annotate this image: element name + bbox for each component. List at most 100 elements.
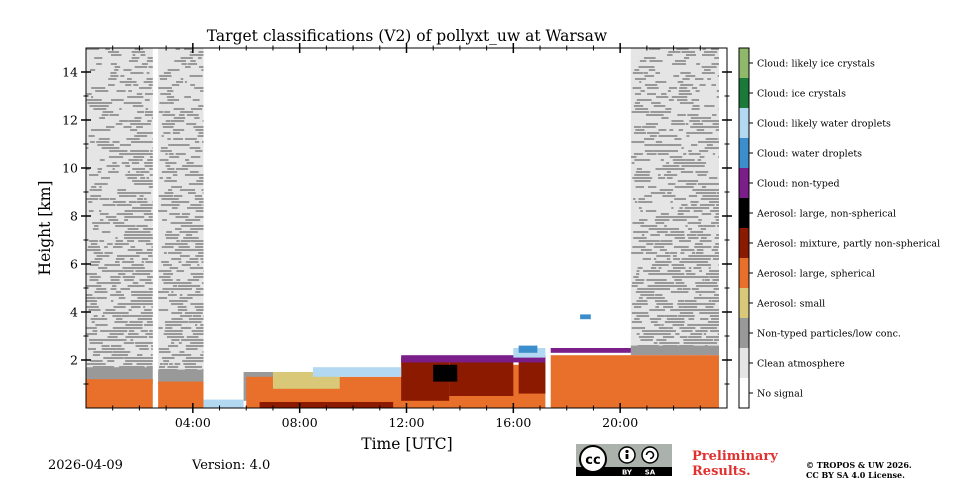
- speckle-0: [145, 261, 153, 263]
- speckle-0: [101, 270, 116, 272]
- speckle-2: [691, 87, 698, 89]
- speckle-0: [112, 168, 115, 170]
- speckle-1: [171, 342, 175, 344]
- speckle-2: [697, 174, 707, 176]
- speckle-2: [672, 342, 680, 344]
- speckle-2: [637, 267, 642, 269]
- speckle-0: [107, 366, 114, 368]
- speckle-0: [90, 243, 98, 245]
- speckle-1: [188, 321, 202, 323]
- speckle-1: [159, 363, 163, 365]
- speckle-0: [110, 54, 122, 56]
- speckle-1: [167, 168, 175, 170]
- speckle-1: [163, 348, 167, 350]
- speckle-1: [174, 354, 187, 356]
- speckle-1: [164, 111, 171, 113]
- speckle-0: [147, 276, 153, 278]
- speckle-1: [167, 345, 174, 347]
- speckle-2: [678, 240, 691, 242]
- speckle-2: [701, 186, 707, 188]
- speckle-0: [109, 150, 117, 152]
- speckle-0: [135, 357, 146, 359]
- speckle-2: [672, 276, 686, 278]
- speckle-0: [92, 354, 101, 356]
- speckle-2: [704, 225, 708, 227]
- speckle-2: [650, 192, 661, 194]
- speckle-0: [151, 117, 153, 119]
- speckle-2: [711, 336, 717, 338]
- speckle-1: [202, 207, 204, 209]
- speckle-1: [167, 321, 181, 323]
- speckle-0: [93, 318, 102, 320]
- speckle-1: [158, 210, 167, 212]
- legend-label: Cloud: ice crystals: [757, 89, 846, 100]
- speckle-0: [149, 186, 153, 188]
- speckle-1: [175, 228, 182, 230]
- speckle-2: [693, 261, 703, 263]
- speckle-1: [163, 72, 171, 74]
- speckle-0: [139, 141, 153, 143]
- speckle-1: [173, 195, 183, 197]
- speckle-2: [713, 198, 719, 200]
- speckle-2: [635, 237, 647, 239]
- speckle-2: [637, 288, 651, 290]
- speckle-0: [113, 147, 117, 149]
- speckle-0: [144, 111, 153, 113]
- speckle-2: [712, 279, 719, 281]
- speckle-2: [679, 336, 687, 338]
- speckle-2: [716, 198, 719, 200]
- speckle-0: [112, 162, 117, 164]
- speckle-2: [644, 84, 658, 86]
- speckle-0: [91, 96, 94, 98]
- speckle-2: [703, 333, 707, 335]
- speckle-1: [195, 243, 204, 245]
- speckle-1: [186, 123, 197, 125]
- speckle-0: [130, 333, 137, 335]
- speckle-2: [713, 207, 719, 209]
- speckle-1: [191, 330, 204, 332]
- y-tick-label: 4: [70, 305, 78, 320]
- speckle-2: [709, 270, 712, 272]
- speckle-2: [644, 138, 655, 140]
- speckle-2: [688, 237, 699, 239]
- speckle-0: [101, 147, 115, 149]
- speckle-0: [94, 57, 103, 59]
- speckle-0: [104, 264, 115, 266]
- speckle-0: [91, 135, 94, 137]
- speckle-1: [190, 84, 195, 86]
- speckle-2: [661, 117, 666, 119]
- speckle-2: [662, 333, 666, 335]
- speckle-2: [655, 306, 660, 308]
- speckle-1: [190, 156, 201, 158]
- speckle-0: [136, 126, 143, 128]
- speckle-2: [660, 189, 668, 191]
- speckle-0: [142, 315, 149, 317]
- speckle-2: [678, 129, 684, 131]
- speckle-1: [172, 129, 185, 131]
- speckle-2: [672, 267, 686, 269]
- speckle-2: [654, 282, 669, 284]
- speckle-2: [677, 210, 690, 212]
- speckle-2: [677, 213, 684, 215]
- speckle-1: [174, 333, 181, 335]
- speckle-0: [131, 57, 140, 59]
- speckle-2: [687, 222, 693, 224]
- speckle-2: [712, 126, 719, 128]
- speckle-0: [123, 270, 134, 272]
- speckle-0: [118, 225, 132, 227]
- speckle-2: [642, 180, 646, 182]
- speckle-2: [656, 231, 668, 233]
- speckle-0: [93, 264, 99, 266]
- speckle-0: [123, 144, 131, 146]
- speckle-1: [194, 117, 200, 119]
- speckle-2: [699, 84, 706, 86]
- speckle-2: [637, 177, 649, 179]
- speckle-1: [159, 102, 169, 104]
- speckle-2: [653, 342, 658, 344]
- speckle-0: [123, 342, 135, 344]
- y-axis-label: Height [km]: [36, 181, 54, 276]
- speckle-2: [702, 195, 711, 197]
- speckle-0: [131, 96, 137, 98]
- speckle-1: [201, 141, 204, 143]
- speckle-2: [688, 216, 699, 218]
